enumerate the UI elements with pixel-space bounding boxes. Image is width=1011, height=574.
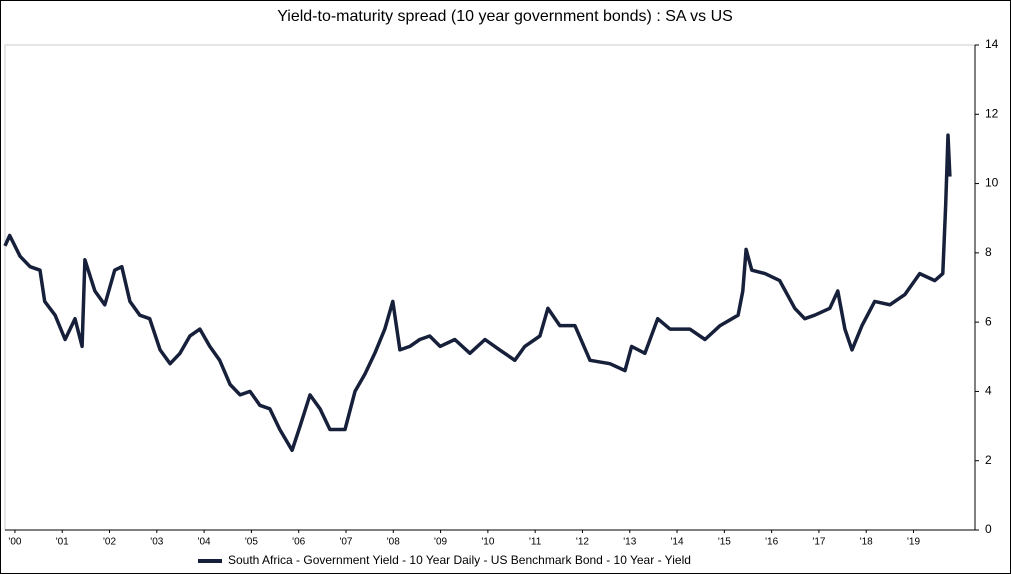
chart-title: Yield-to-maturity spread (10 year govern…	[277, 8, 733, 25]
x-tick-label: '05	[245, 537, 258, 548]
y-tick-label: 8	[985, 245, 992, 259]
x-tick-label: '01	[56, 537, 69, 548]
x-tick-label: '15	[718, 537, 731, 548]
x-tick-label: '12	[576, 537, 589, 548]
x-tick-label: '17	[812, 537, 825, 548]
x-tick-label: '03	[150, 537, 163, 548]
x-tick-label: '16	[765, 537, 778, 548]
y-tick-label: 10	[985, 176, 999, 190]
x-tick-label: '00	[8, 537, 21, 548]
y-tick-label: 12	[985, 106, 999, 120]
x-tick-label: '06	[292, 537, 305, 548]
y-tick-label: 14	[985, 37, 999, 51]
x-tick-label: '10	[481, 537, 494, 548]
x-tick-label: '13	[623, 537, 636, 548]
legend-label: South Africa - Government Yield - 10 Yea…	[228, 553, 691, 567]
y-tick-label: 6	[985, 314, 992, 328]
x-tick-label: '18	[860, 537, 873, 548]
x-tick-label: '04	[198, 537, 211, 548]
x-tick-label: '08	[387, 537, 400, 548]
x-tick-label: '07	[339, 537, 352, 548]
x-tick-label: '19	[907, 537, 920, 548]
y-tick-label: 0	[985, 522, 992, 536]
y-tick-label: 2	[985, 453, 992, 467]
x-tick-label: '02	[103, 537, 116, 548]
series-line	[3, 133, 952, 453]
y-tick-label: 4	[985, 384, 992, 398]
x-tick-label: '09	[434, 537, 447, 548]
x-tick-label: '14	[671, 537, 684, 548]
x-tick-label: '11	[529, 537, 542, 548]
